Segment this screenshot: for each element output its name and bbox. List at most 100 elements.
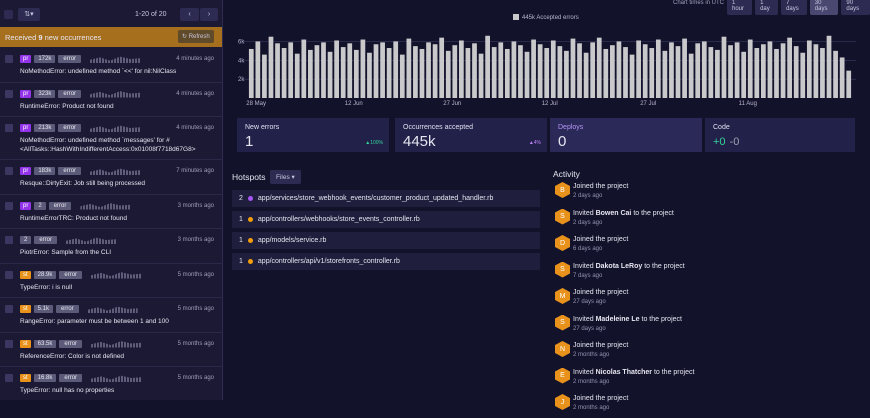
bar (340, 47, 346, 98)
issue-row[interactable]: st 63.5k error 5 months ago ReferenceError: … (0, 333, 222, 367)
stat-label: Code (713, 124, 730, 131)
hotspot-count: 1 (239, 237, 243, 244)
range-button[interactable]: 1 hour (727, 0, 753, 15)
row-checkbox[interactable] (5, 374, 13, 382)
range-button[interactable]: 30 days (809, 0, 839, 15)
issue-meta: st 63.5k error 5 months ago (20, 339, 214, 349)
new-occurrences-banner: Received 9 new occurrences ↻ Refresh (0, 27, 222, 47)
activity-item: D Joined the project 6 days ago (553, 235, 853, 259)
row-checkbox[interactable] (5, 167, 13, 175)
hotspot-row[interactable]: 1 app/controllers/api/v1/storefronts_cont… (232, 253, 540, 270)
activity-text: Joined the project (573, 342, 628, 349)
bar (255, 41, 261, 98)
issue-row[interactable]: st 28.9k error 5 months ago TypeError: i is … (0, 264, 222, 298)
occurrence-count: 172k (34, 55, 56, 63)
range-button[interactable]: 7 days (781, 0, 807, 15)
toolbar: ⇅▾ 1-20 of 20 ‹ › (0, 0, 222, 27)
bar (623, 47, 628, 98)
bar (577, 43, 582, 98)
bar (248, 48, 254, 98)
banner-prefix: Received (5, 33, 37, 42)
stat-card: Occurrences accepted 445k ▲4% (395, 118, 547, 152)
bar (642, 44, 648, 98)
row-checkbox[interactable] (5, 55, 13, 63)
hotspot-row[interactable]: 2 app/services/store_webhook_events/custo… (232, 190, 540, 207)
bar (524, 51, 530, 98)
sort-button[interactable]: ⇅▾ (18, 8, 40, 21)
x-tick-label: 12 Jul (542, 101, 558, 107)
environment-tag: pr (20, 124, 32, 132)
activity-time: 7 days ago (573, 272, 603, 279)
hotspot-dot (247, 259, 253, 264)
activity-prefix: Invited (573, 368, 594, 376)
bar (728, 45, 733, 98)
issue-row[interactable]: pr 2 error 3 months ago RuntimeErrorTRC: Pro… (0, 195, 222, 229)
bar (839, 57, 845, 98)
next-page[interactable]: › (200, 8, 218, 21)
row-checkbox[interactable] (5, 201, 13, 210)
hotspot-dot (247, 217, 253, 222)
issue-meta: pr 172k error 4 minutes ago (20, 54, 214, 64)
row-checkbox[interactable] (5, 236, 13, 244)
x-tick-label: 11 Aug (739, 101, 757, 107)
issue-list: pr 172k error 4 minutes ago NoMethodError: u… (0, 48, 222, 400)
sparkline (90, 125, 141, 132)
last-seen: 3 months ago (177, 237, 214, 243)
bar (308, 49, 313, 98)
row-checkbox[interactable] (5, 124, 13, 132)
range-button[interactable]: 90 days (841, 0, 870, 15)
bar (682, 38, 687, 98)
bar (353, 49, 359, 98)
issue-row[interactable]: 2 error 3 months ago PiotrError: Sample fro… (0, 229, 222, 264)
activity-user: Madeleine Le (595, 315, 640, 323)
occurrence-count: 2 (34, 201, 46, 210)
bar (629, 54, 635, 98)
issue-row[interactable]: st 16.8k error 5 months ago TypeError: null … (0, 367, 222, 400)
row-checkbox[interactable] (5, 305, 13, 313)
legend-swatch (513, 14, 519, 20)
refresh-button[interactable]: ↻ Refresh (178, 30, 214, 43)
issue-row[interactable]: st 5.1k error 5 months ago RangeError: param… (0, 298, 222, 333)
avatar: N (555, 341, 570, 357)
prev-page[interactable]: ‹ (180, 8, 199, 21)
level: error (58, 124, 82, 132)
row-checkbox[interactable] (5, 270, 13, 279)
bar (695, 43, 701, 98)
row-checkbox[interactable] (5, 339, 13, 348)
bar (820, 48, 825, 98)
hotspots-filter[interactable]: Files ▾ (270, 170, 301, 184)
activity-message: Joined the project (573, 289, 629, 296)
activity-text: Invited Nicolas Thatcher to the project (573, 369, 694, 376)
row-checkbox[interactable] (5, 89, 13, 98)
level: error (58, 167, 82, 175)
bar (793, 46, 799, 98)
bar (393, 41, 399, 98)
bar (734, 42, 740, 98)
lines-removed: -0 (729, 136, 740, 148)
activity-time: 27 days ago (573, 299, 606, 305)
issue-row[interactable]: pr 323k error 4 minutes ago RuntimeError: Pr… (0, 83, 222, 117)
environment-tag: st (20, 339, 31, 348)
bar (360, 39, 366, 98)
hotspot-path: app/models/service.rb (257, 237, 327, 244)
issue-row[interactable]: pr 183k error 7 minutes ago Resque::DirtyExi… (0, 160, 222, 195)
avatar: E (555, 367, 570, 384)
activity-time: 2 days ago (573, 193, 603, 199)
issue-row[interactable]: pr 213k error 4 minutes ago NoMethodError: u… (0, 117, 222, 160)
bar (557, 46, 563, 98)
chart-note: Chart times in UTC (673, 0, 725, 6)
hotspot-row[interactable]: 1 app/models/service.rb (232, 232, 540, 249)
select-all[interactable] (4, 10, 13, 19)
hotspot-row[interactable]: 1 app/controllers/webhooks/store_events_c… (232, 211, 540, 228)
bar (347, 43, 353, 98)
issue-meta: pr 2 error 3 months ago (20, 201, 214, 211)
level: error (59, 374, 83, 382)
range-button[interactable]: 1 day (755, 0, 779, 15)
issue-row[interactable]: pr 172k error 4 minutes ago NoMethodError: u… (0, 48, 222, 83)
activity-item: M Joined the project 27 days ago (553, 288, 853, 312)
last-seen: 4 minutes ago (176, 90, 214, 97)
bar (452, 45, 458, 98)
activity-suffix: to the project (641, 315, 682, 323)
stat-label: New errors (245, 124, 280, 131)
bar (472, 43, 477, 98)
